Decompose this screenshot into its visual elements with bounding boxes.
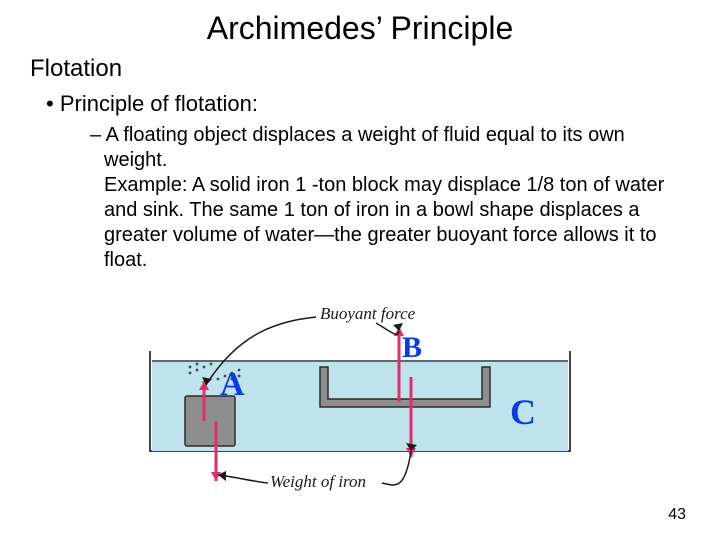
page-number: 43 [668, 506, 686, 524]
svg-text:Buoyant force: Buoyant force [320, 304, 416, 323]
diagram: Buoyant force Weight of iron A B C [140, 291, 580, 496]
example-text: Example: A solid iron 1 -ton block may d… [90, 173, 670, 273]
hand-label-a: A [220, 366, 245, 404]
bullet-level1: Principle of flotation: [46, 91, 690, 117]
subtitle: Flotation [30, 55, 690, 83]
hand-label-b: B [402, 331, 422, 365]
bullet-level2: A floating object displaces a weight of … [90, 123, 670, 173]
svg-text:Weight of iron: Weight of iron [270, 472, 366, 491]
hand-label-c: C [510, 391, 536, 433]
slide: Archimedes’ Principle Flotation Principl… [0, 0, 720, 540]
page-title: Archimedes’ Principle [30, 10, 690, 47]
